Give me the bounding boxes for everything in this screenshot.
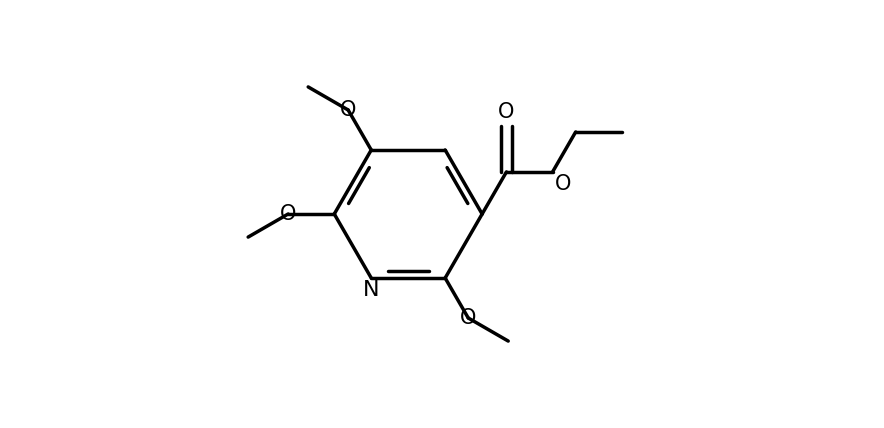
Text: O: O [499, 102, 514, 122]
Text: N: N [363, 280, 379, 300]
Text: O: O [280, 204, 296, 224]
Text: O: O [460, 308, 476, 328]
Text: O: O [554, 174, 571, 194]
Text: O: O [340, 100, 356, 120]
